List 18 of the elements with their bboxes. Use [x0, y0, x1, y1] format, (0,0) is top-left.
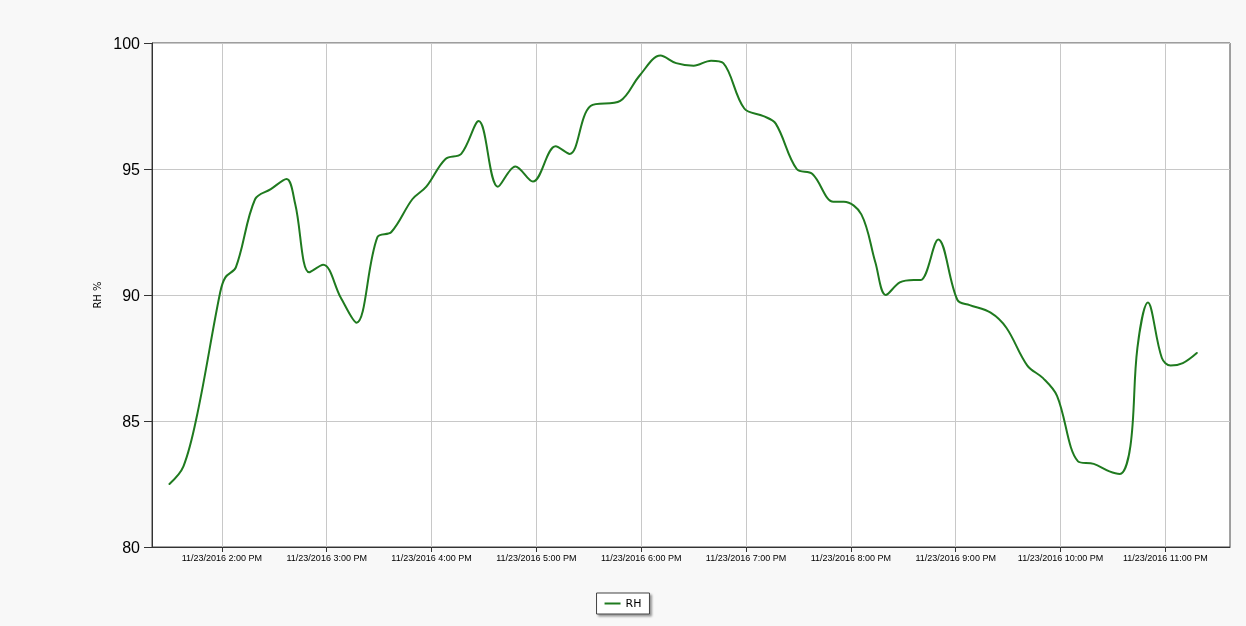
x-tick-label: 11/23/2016 10:00 PM: [1017, 552, 1104, 563]
y-tick-label: 80: [122, 538, 141, 556]
x-tick-label: 11/23/2016 4:00 PM: [391, 552, 472, 563]
line-series: [168, 54, 1198, 485]
x-tick-label: 11/23/2016 3:00 PM: [286, 552, 367, 563]
x-tick-label: 11/23/2016 5:00 PM: [496, 552, 577, 563]
x-tick-label: 11/23/2016 7:00 PM: [705, 552, 787, 563]
y-tick-label: 90: [122, 286, 141, 304]
x-tick-label: 11/23/2016 8:00 PM: [810, 552, 892, 563]
x-tick-label: 11/23/2016 2:00 PM: [181, 552, 263, 563]
y-tick-label: 100: [113, 34, 141, 52]
y-tick-label: 95: [122, 160, 141, 178]
y-axis-title: RH %: [91, 281, 103, 309]
x-tick-label: 11/23/2016 9:00 PM: [915, 552, 996, 563]
legend-label: RH: [625, 597, 642, 610]
y-tick-label: 85: [122, 412, 141, 430]
x-tick-label: 11/23/2016 6:00 PM: [601, 552, 682, 563]
x-tick-label: 11/23/2016 11:00 PM: [1122, 552, 1208, 563]
